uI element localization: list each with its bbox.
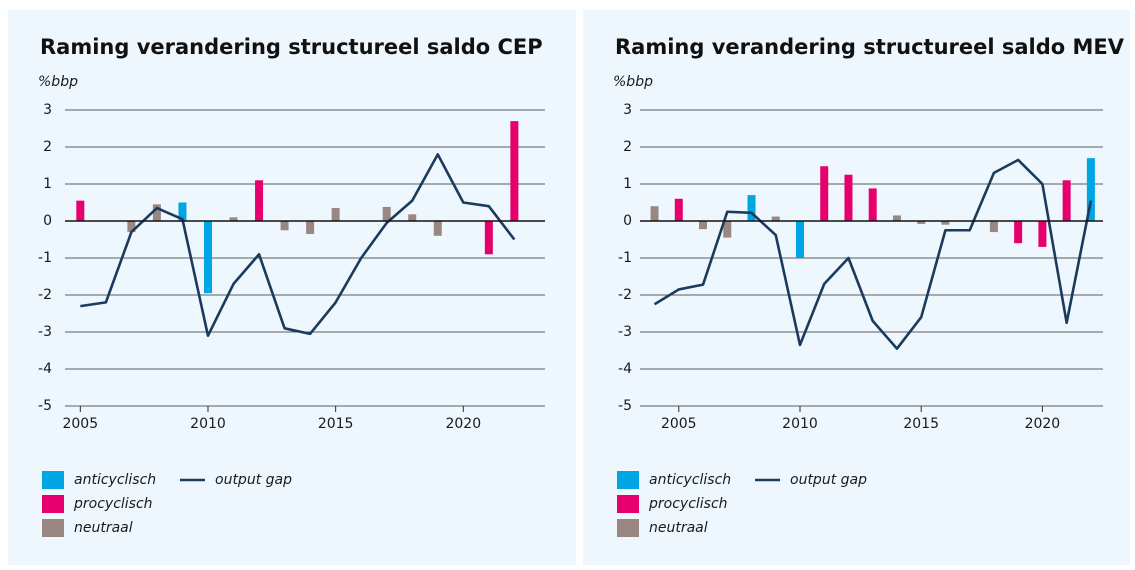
legend-label: neutraal <box>649 520 708 536</box>
bar <box>178 202 187 221</box>
y-axis-label: %bbp <box>38 74 78 90</box>
legend-swatch <box>42 471 64 489</box>
legend-swatch <box>617 519 639 537</box>
bar <box>892 215 901 221</box>
y-tick-label: 1 <box>623 176 632 192</box>
chart-title: Raming verandering structureel saldo CEP <box>40 35 543 59</box>
bar <box>382 206 391 221</box>
bar <box>1038 221 1047 247</box>
x-tick-label: 2020 <box>445 416 481 432</box>
bar <box>771 216 780 221</box>
legend-label: procyclisch <box>648 496 728 512</box>
y-tick-label: -4 <box>38 361 52 377</box>
x-tick-label: 2010 <box>190 416 226 432</box>
bar <box>1086 158 1095 221</box>
bar <box>152 204 161 221</box>
bar <box>306 221 315 234</box>
y-tick-label: -3 <box>38 324 52 340</box>
bar <box>795 221 804 258</box>
x-tick-label: 2005 <box>661 416 697 432</box>
bar <box>1062 180 1071 221</box>
legend-label: neutraal <box>74 520 133 536</box>
y-tick-label: -1 <box>618 250 632 266</box>
bar <box>989 221 998 233</box>
legend-swatch <box>42 495 64 513</box>
bar <box>76 200 85 221</box>
bar <box>650 206 659 221</box>
bar <box>331 208 340 221</box>
y-tick-label: 3 <box>623 102 632 118</box>
bar <box>747 195 756 221</box>
legend-label: anticyclisch <box>649 472 731 488</box>
bar <box>255 180 264 221</box>
bar <box>484 221 493 255</box>
legend-label: output gap <box>215 472 292 488</box>
y-tick-label: -5 <box>38 398 52 414</box>
legend-swatch <box>42 519 64 537</box>
bar <box>844 174 853 221</box>
bar <box>127 221 136 233</box>
x-tick-label: 2020 <box>1025 416 1061 432</box>
bar <box>917 221 926 224</box>
bar <box>280 221 289 231</box>
bar <box>203 221 212 294</box>
bar <box>723 221 732 238</box>
line <box>653 158 1093 350</box>
panel <box>583 10 1130 565</box>
y-tick-label: -2 <box>38 287 52 303</box>
legend-label: procyclisch <box>73 496 153 512</box>
bar <box>699 221 708 230</box>
legend-label: anticyclisch <box>74 472 156 488</box>
x-tick-label: 2010 <box>782 416 818 432</box>
y-tick-label: -4 <box>618 361 632 377</box>
bar <box>820 166 829 221</box>
y-tick-label: -1 <box>38 250 52 266</box>
bar <box>674 198 683 221</box>
chart-title: Raming verandering structureel saldo MEV <box>615 35 1125 59</box>
y-tick-label: 2 <box>623 139 632 155</box>
y-tick-label: 0 <box>43 213 52 229</box>
y-tick-label: 1 <box>43 176 52 192</box>
y-tick-label: 0 <box>623 213 632 229</box>
legend-swatch <box>617 471 639 489</box>
panel <box>8 10 576 565</box>
bar <box>868 188 877 221</box>
x-tick-label: 2015 <box>318 416 354 432</box>
x-tick-label: 2005 <box>62 416 98 432</box>
y-tick-label: -2 <box>618 287 632 303</box>
y-axis-label: %bbp <box>613 74 653 90</box>
x-tick-label: 2015 <box>903 416 939 432</box>
bar <box>408 214 417 221</box>
bar <box>229 217 238 221</box>
y-tick-label: -5 <box>618 398 632 414</box>
bar <box>941 221 950 225</box>
bar <box>433 221 442 236</box>
bar <box>510 121 519 221</box>
y-tick-label: 3 <box>43 102 52 118</box>
line <box>80 153 516 338</box>
legend-label: output gap <box>790 472 867 488</box>
bar <box>1014 221 1023 244</box>
y-tick-label: 2 <box>43 139 52 155</box>
y-tick-label: -3 <box>618 324 632 340</box>
legend-swatch <box>617 495 639 513</box>
